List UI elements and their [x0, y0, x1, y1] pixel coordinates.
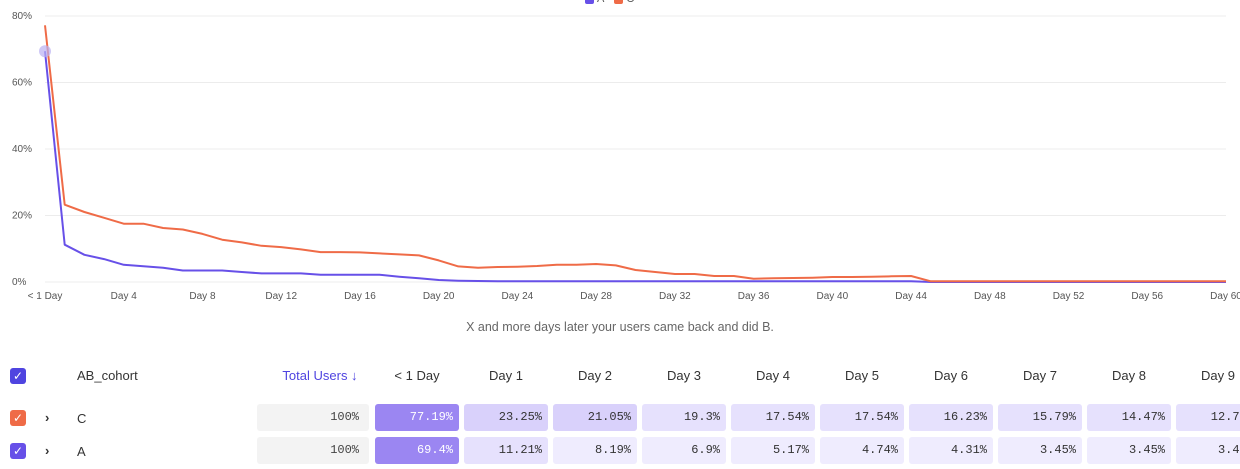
- retention-cell[interactable]: 23.25%: [464, 404, 548, 431]
- x-tick-label: Day 32: [659, 291, 691, 302]
- day-column-header[interactable]: Day 6: [934, 368, 968, 383]
- retention-cell[interactable]: 69.4%: [375, 437, 459, 464]
- x-tick-label: Day 48: [974, 291, 1006, 302]
- table-header: ✓ AB_cohort Total Users ↓ < 1 Day Day 1 Da…: [0, 362, 1240, 392]
- chart-caption: X and more days later your users came ba…: [466, 320, 774, 334]
- legend-label: A: [597, 0, 604, 5]
- x-tick-label: Day 44: [895, 291, 927, 302]
- legend-swatch: [585, 0, 594, 4]
- y-tick-label: 40%: [12, 144, 32, 155]
- retention-cell[interactable]: 4.74%: [820, 437, 904, 464]
- x-tick-label: Day 36: [738, 291, 770, 302]
- series-line-a: [44, 51, 1226, 283]
- x-tick-label: Day 12: [265, 291, 297, 302]
- day-column-header[interactable]: Day 4: [756, 368, 790, 383]
- day-column-header[interactable]: Day 7: [1023, 368, 1057, 383]
- retention-cell[interactable]: 3.45%: [998, 437, 1082, 464]
- legend-swatch: [614, 0, 624, 4]
- x-tick-label: Day 40: [816, 291, 848, 302]
- retention-cell[interactable]: 6.9%: [642, 437, 726, 464]
- retention-line-chart: 0% 20% 40% 60% 80% < 1 Day Day 4 Day 8 Day 12 Day…: [12, 11, 1240, 302]
- x-tick-label: Day 28: [580, 291, 612, 302]
- x-tick-label: Day 24: [502, 291, 534, 302]
- day-column-header[interactable]: Day 2: [578, 368, 612, 383]
- chevron-right-icon[interactable]: ›: [45, 410, 50, 425]
- day-column-header[interactable]: Day 8: [1112, 368, 1146, 383]
- retention-cell[interactable]: 14.47%: [1087, 404, 1171, 431]
- legend-label: C: [626, 0, 634, 5]
- total-users-cell: 100%: [257, 437, 369, 464]
- y-tick-label: 60%: [12, 78, 32, 89]
- legend-item[interactable]: C: [614, 0, 634, 5]
- day-column-header[interactable]: Day 1: [489, 368, 523, 383]
- row-checkbox[interactable]: ✓: [10, 443, 26, 459]
- retention-cell[interactable]: 3.45%: [1087, 437, 1171, 464]
- retention-cell[interactable]: 16.23%: [909, 404, 993, 431]
- retention-cell[interactable]: 15.79%: [998, 404, 1082, 431]
- retention-cell[interactable]: 8.19%: [553, 437, 637, 464]
- total-users-column-header[interactable]: Total Users ↓: [282, 368, 358, 383]
- x-tick-label: Day 52: [1053, 291, 1085, 302]
- table-row[interactable]: ✓ › C 100% 77.19% 23.25% 21.05% 19.3% 17.54% 17.5…: [0, 404, 1240, 434]
- x-tick-label: Day 20: [423, 291, 455, 302]
- retention-cell[interactable]: 3.45%: [1176, 437, 1240, 464]
- x-tick-label: Day 16: [344, 291, 376, 302]
- select-all-checkbox[interactable]: ✓: [10, 368, 26, 384]
- x-tick-label: Day 8: [189, 291, 216, 302]
- hover-point-marker: [39, 45, 51, 58]
- retention-cell[interactable]: 21.05%: [553, 404, 637, 431]
- retention-cell[interactable]: 77.19%: [375, 404, 459, 431]
- day-column-header[interactable]: Day 9: [1201, 368, 1235, 383]
- retention-cell[interactable]: 19.3%: [642, 404, 726, 431]
- x-tick-label: < 1 Day: [28, 291, 63, 302]
- row-cohort-name: C: [77, 411, 87, 426]
- legend-item[interactable]: A: [585, 0, 604, 5]
- x-tick-label: Day 4: [111, 291, 138, 302]
- row-cohort-name: A: [77, 444, 86, 459]
- retention-cell[interactable]: 11.21%: [464, 437, 548, 464]
- total-users-cell: 100%: [257, 404, 369, 431]
- x-tick-label: Day 56: [1131, 291, 1163, 302]
- retention-cell[interactable]: 12.72%: [1176, 404, 1240, 431]
- x-tick-label: Day 60: [1210, 291, 1240, 302]
- y-tick-label: 80%: [12, 11, 32, 22]
- retention-cell[interactable]: 17.54%: [820, 404, 904, 431]
- table-row[interactable]: ✓ › A 100% 69.4% 11.21% 8.19% 6.9% 5.17% 4.74% 4.3…: [0, 437, 1240, 467]
- day-column-header[interactable]: Day 3: [667, 368, 701, 383]
- day-column-header[interactable]: < 1 Day: [394, 368, 440, 383]
- chevron-right-icon[interactable]: ›: [45, 443, 50, 458]
- series-line-c: [44, 25, 1226, 283]
- day-column-header[interactable]: Day 5: [845, 368, 879, 383]
- retention-cell[interactable]: 5.17%: [731, 437, 815, 464]
- y-tick-label: 20%: [12, 211, 32, 222]
- retention-cell[interactable]: 17.54%: [731, 404, 815, 431]
- row-checkbox[interactable]: ✓: [10, 410, 26, 426]
- cohort-column-header: AB_cohort: [77, 368, 138, 383]
- y-tick-label: 0%: [12, 277, 27, 288]
- retention-cell[interactable]: 4.31%: [909, 437, 993, 464]
- chart-legend: AC: [585, 0, 634, 5]
